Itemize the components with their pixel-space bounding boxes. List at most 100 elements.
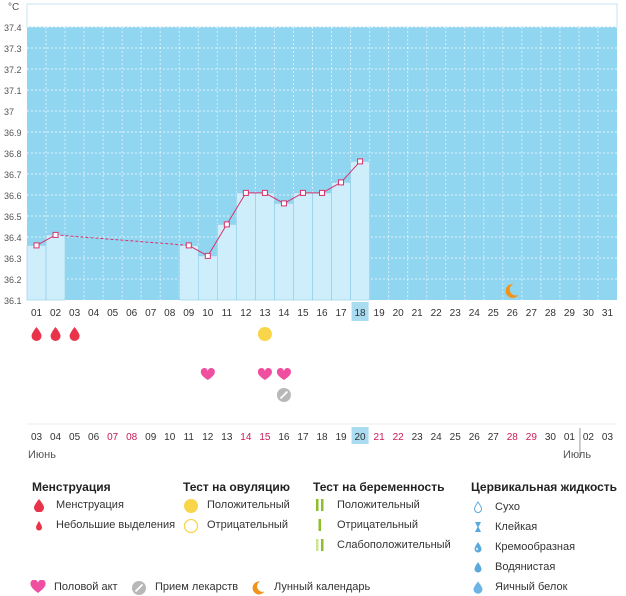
cycle-day-label: 28 — [545, 308, 557, 319]
cycle-day-label: 02 — [50, 308, 62, 319]
temperature-point — [242, 189, 249, 196]
ovulation-positive-icon — [183, 498, 201, 513]
y-tick-label: 36.7 — [4, 170, 22, 180]
calendar-date-label: 01 — [564, 432, 576, 443]
cycle-day-label: 27 — [526, 308, 538, 319]
y-tick-label: 37.1 — [4, 86, 22, 96]
egg-white-icon — [471, 580, 489, 594]
temperature-point — [280, 200, 287, 207]
legend-menstruation-item: Небольшие выделения — [32, 518, 175, 532]
pregnancy-weak-icon — [313, 538, 331, 552]
temperature-line-segment — [226, 192, 247, 225]
temperature-bar — [350, 161, 370, 301]
cycle-day-label: 09 — [183, 308, 195, 319]
y-tick-label: 36.3 — [4, 254, 22, 264]
temperature-line-segment — [264, 192, 285, 204]
y-axis-ticks: 37.4 37.3 37.2 37.1 37 36.9 36.8 36.7 36.6 36.5 36… — [4, 23, 22, 306]
calendar-date-label: 20 — [355, 432, 367, 443]
legend-cervical-item: Кремообразная — [471, 540, 575, 554]
temperature-point — [338, 179, 345, 186]
calendar-date-label: 12 — [202, 432, 214, 443]
temperature-line-segment — [188, 244, 209, 257]
cycle-day-label: 08 — [164, 308, 176, 319]
y-tick-label: 36.8 — [4, 149, 22, 159]
y-tick-label: 37.4 — [4, 23, 22, 33]
calendar-date-label: 04 — [50, 432, 62, 443]
legend-label: Положительный — [337, 499, 420, 511]
temperature-point — [52, 231, 59, 238]
calendar-date-label: 15 — [259, 432, 271, 443]
pill-icon-stripe — [279, 390, 289, 400]
blood-drop-icon — [69, 327, 80, 342]
temperature-point — [261, 189, 268, 196]
legend-label: Слабоположительный — [337, 539, 451, 551]
cycle-day-label: 07 — [145, 308, 157, 319]
temperature-point — [299, 189, 306, 196]
calendar-date-label: 28 — [507, 432, 519, 443]
temperature-bar — [331, 182, 351, 301]
heart-icon — [276, 367, 291, 380]
legend-cervical-item: Сухо — [471, 500, 520, 514]
cycle-day-label: 14 — [278, 308, 290, 319]
calendar-date-label: 27 — [488, 432, 500, 443]
temperature-point — [204, 252, 211, 259]
legend-label: Лунный календарь — [274, 581, 371, 593]
calendar-date-label: 19 — [335, 432, 347, 443]
legend-pregnancy-title: Тест на беременность — [313, 480, 445, 494]
heart-icon — [200, 367, 215, 380]
temperature-point — [33, 242, 40, 249]
heart-icon — [30, 580, 48, 594]
calendar-date-label: 16 — [278, 432, 290, 443]
cycle-day-label: 16 — [316, 308, 328, 319]
calendar-date-axis: 03 04 05 06 07 08 09 10 11 12 13 14 15 16 17 18 19 20 21 22… — [27, 423, 617, 458]
legend-cervical-item: Клейкая — [471, 520, 537, 534]
calendar-date-label: 03 — [602, 432, 614, 443]
cycle-day-label: 20 — [393, 308, 405, 319]
legend-ovulation-item: Положительный — [183, 498, 290, 513]
cycle-day-label: 26 — [507, 308, 519, 319]
temperature-line-segment — [207, 224, 228, 257]
y-tick-label: 37 — [4, 107, 14, 117]
cycle-day-label: 15 — [297, 308, 309, 319]
legend-pregnancy-item: Положительный — [313, 498, 420, 512]
legend-cervical-title: Цервикальная жидкость — [471, 480, 618, 494]
calendar-date-label: 05 — [69, 432, 81, 443]
legend-label: Клейкая — [495, 521, 538, 533]
temperature-line-segment — [283, 192, 304, 204]
temperature-bar — [274, 203, 294, 301]
temperature-bar — [26, 245, 47, 301]
calendar-date-label: 30 — [545, 432, 557, 443]
calendar-date-label: 10 — [164, 432, 176, 443]
y-tick-label: 36.4 — [4, 233, 22, 243]
cycle-day-label: 04 — [88, 308, 100, 319]
legend-pregnancy-item: Слабоположительный — [313, 538, 451, 552]
symptom-marks — [31, 283, 519, 402]
sticky-icon — [471, 520, 489, 534]
legend-label: Половой акт — [54, 581, 118, 593]
temperature-bar — [293, 192, 313, 301]
moon-icon — [505, 283, 519, 298]
calendar-date-label: 21 — [374, 432, 386, 443]
cycle-day-label: 25 — [488, 308, 500, 319]
calendar-date-label: 23 — [412, 432, 424, 443]
today-highlight — [351, 427, 369, 444]
legend-label: Яичный белок — [495, 581, 568, 593]
blood-drop-small-icon — [32, 518, 50, 532]
legend-menstruation-title: Менструация — [32, 480, 111, 494]
calendar-date-label: 07 — [107, 432, 119, 443]
cycle-day-label: 05 — [107, 308, 119, 319]
legend-label: Сухо — [495, 501, 520, 513]
temperature-point — [319, 189, 325, 196]
cycle-day-label: 11 — [222, 308, 233, 319]
legend-label: Положительный — [207, 499, 290, 511]
y-tick-label: 36.5 — [4, 212, 22, 222]
calendar-date-label: 09 — [145, 432, 157, 443]
heart-icon — [257, 367, 272, 380]
ovulation-positive-icon — [257, 327, 272, 341]
legend-intercourse-item: Половой акт — [30, 580, 118, 594]
pregnancy-negative-icon — [313, 518, 331, 532]
legend-medication-item: Прием лекарств — [131, 580, 239, 595]
legend-label: Прием лекарств — [155, 581, 239, 593]
temperature-point — [357, 158, 364, 165]
cycle-day-label: 01 — [31, 308, 43, 319]
